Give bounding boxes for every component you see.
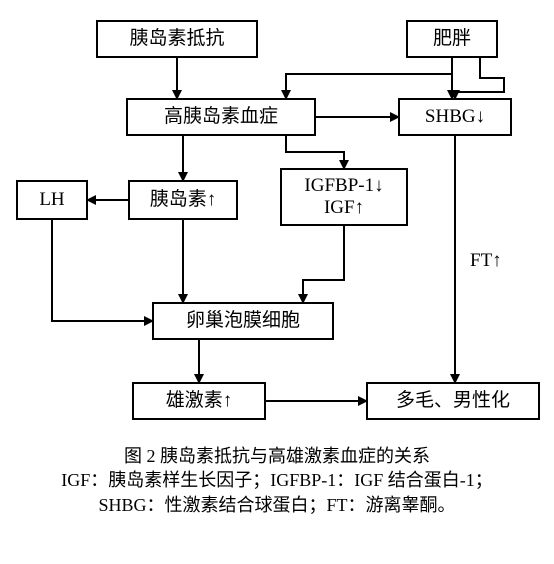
node-label: 高胰岛素血症: [164, 106, 278, 128]
node-insulin-resistance: 胰岛素抵抗: [96, 20, 258, 58]
node-label: SHBG↓: [425, 106, 485, 128]
node-label: 胰岛素↑: [150, 189, 217, 211]
node-shbg-down: SHBG↓: [398, 98, 512, 136]
edge-obesity-to-shbg: [455, 58, 504, 98]
node-label: LH: [39, 189, 64, 211]
node-insulin-up: 胰岛素↑: [128, 180, 238, 220]
caption-line-2: IGF：胰岛素样生长因子；IGFBP-1：IGF 结合蛋白-1；: [0, 468, 554, 492]
node-label: 肥胖: [433, 28, 471, 50]
node-label: 多毛、男性化: [396, 390, 510, 412]
caption-line-3: SHBG：性激素结合球蛋白；FT：游离睾酮。: [0, 493, 554, 517]
node-lh: LH: [16, 180, 88, 220]
label-ft-up: FT↑: [470, 250, 502, 272]
floating-label-text: FT↑: [470, 250, 502, 271]
node-hirsutism-virilization: 多毛、男性化: [366, 382, 540, 420]
node-androgen-up: 雄激素↑: [132, 382, 266, 420]
edge-igfbp-to-theca: [303, 226, 344, 302]
node-label: 胰岛素抵抗: [129, 28, 224, 50]
edge-hyperinsulinemia-to-igfbp: [286, 136, 344, 168]
figure-caption: 图 2 胰岛素抵抗与高雄激素血症的关系 IGF：胰岛素样生长因子；IGFBP-1…: [0, 444, 554, 517]
edge-lh-to-theca: [52, 220, 152, 321]
caption-line-1: 图 2 胰岛素抵抗与高雄激素血症的关系: [0, 444, 554, 468]
node-label: 卵巢泡膜细胞: [186, 310, 300, 332]
node-label: IGFBP-1↓IGF↑: [304, 175, 383, 219]
diagram-canvas: 胰岛素抵抗 肥胖 高胰岛素血症 SHBG↓ LH 胰岛素↑ IGFBP-1↓IG…: [0, 0, 554, 564]
node-hyperinsulinemia: 高胰岛素血症: [126, 98, 316, 136]
node-obesity: 肥胖: [406, 20, 498, 58]
node-theca-cells: 卵巢泡膜细胞: [152, 302, 334, 340]
node-igfbp-igf: IGFBP-1↓IGF↑: [280, 168, 408, 226]
edge-obesity-to-hyperinsulinemia: [286, 58, 452, 98]
node-label: 雄激素↑: [166, 390, 233, 412]
